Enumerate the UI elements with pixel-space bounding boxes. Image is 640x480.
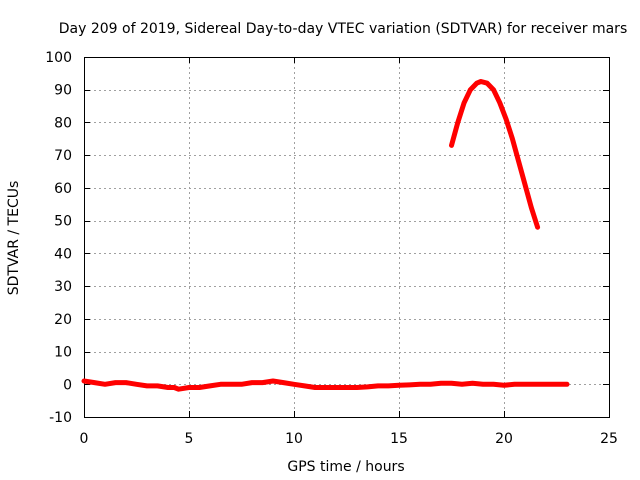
x-tick-label: 10: [285, 431, 303, 447]
y-tick-label: 10: [54, 345, 72, 361]
y-tick-label: 80: [54, 115, 72, 131]
y-tick-label: 20: [54, 312, 72, 328]
chart-title: Day 209 of 2019, Sidereal Day-to-day VTE…: [59, 21, 627, 37]
x-tick-label: 5: [185, 431, 194, 447]
y-tick-label: 40: [54, 246, 72, 262]
series-line-baseline: [81, 378, 570, 392]
plot-frame: [84, 57, 610, 418]
series-line-peak: [449, 79, 541, 230]
y-tick-label: -10: [49, 410, 72, 426]
y-tick-label: 70: [54, 148, 72, 164]
y-tick-label: 100: [45, 50, 72, 66]
x-tick-label: 25: [600, 431, 618, 447]
y-tick-label: 90: [54, 83, 72, 99]
y-tick-label: 30: [54, 279, 72, 295]
y-tick-label: 50: [54, 214, 72, 230]
y-axis-label: SDTVAR / TECUs: [6, 181, 22, 296]
x-axis-label: GPS time / hours: [287, 459, 404, 475]
grid: [84, 57, 609, 417]
x-tick-labels: 0 5 10 15 20 25: [80, 431, 618, 447]
x-tick-label: 20: [495, 431, 513, 447]
y-tick-label: 0: [63, 377, 72, 393]
y-tick-label: 60: [54, 181, 72, 197]
series-group: [81, 79, 570, 392]
y-tick-labels: -10 0 10 20 30 40 50 60 70 80 90 100: [45, 50, 72, 426]
ticks: [84, 57, 610, 418]
x-tick-label: 0: [80, 431, 89, 447]
x-tick-label: 15: [390, 431, 408, 447]
